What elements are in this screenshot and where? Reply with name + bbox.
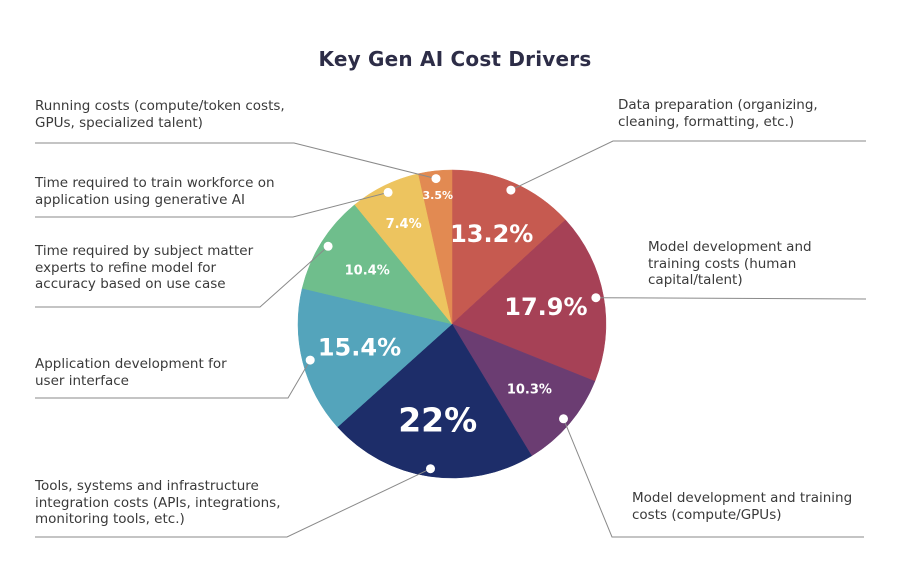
chart-title: Key Gen AI Cost Drivers (318, 47, 592, 71)
leader-dot-2 (559, 414, 568, 424)
pie-slice-4 (297, 287, 453, 428)
slice-value-label-1: 17.9% (504, 293, 587, 321)
leader-line-1 (595, 297, 867, 300)
leader-line-3 (35, 468, 431, 538)
leader-dot-7 (431, 174, 441, 184)
leader-line-0 (510, 140, 866, 191)
pie-slice-5 (301, 204, 453, 325)
slice-value-label-5: 10.4% (345, 263, 390, 278)
slice-value-label-7: 3.5% (423, 189, 454, 202)
pie-slice-2 (451, 323, 596, 457)
pie-slice-0 (451, 169, 566, 325)
callout-model-dev-human: Model development and training costs (hu… (648, 239, 812, 288)
leader-dot-1 (591, 293, 601, 303)
callout-data-preparation: Data preparation (organizing, cleaning, … (618, 97, 818, 130)
leader-dot-4 (305, 355, 315, 365)
leader-line-6 (35, 191, 389, 218)
callout-workforce-training: Time required to train workforce on appl… (35, 175, 275, 208)
leader-dot-0 (506, 185, 516, 195)
callout-running-costs: Running costs (compute/token costs, GPUs… (35, 98, 285, 131)
pie-slice-1 (451, 219, 607, 382)
pie-slice-3 (337, 323, 532, 479)
leader-dot-6 (383, 187, 393, 197)
callout-tools-infrastructure: Tools, systems and infrastructure integr… (35, 478, 281, 527)
leader-line-5 (35, 245, 329, 308)
leader-dot-3 (426, 464, 435, 474)
slice-value-label-2: 10.3% (507, 382, 552, 397)
slice-value-label-4: 15.4% (318, 334, 401, 362)
leader-line-2 (563, 418, 864, 538)
callout-application-dev: Application development for user interfa… (35, 356, 227, 389)
slice-value-label-0: 13.2% (450, 220, 533, 248)
slice-value-label-6: 7.4% (386, 217, 422, 232)
leader-line-7 (35, 142, 437, 180)
leader-dot-5 (323, 241, 333, 251)
callout-model-dev-compute: Model development and training costs (co… (632, 490, 853, 523)
slice-value-label-3: 22% (398, 401, 477, 440)
callout-sme-refinement-time: Time required by subject matter experts … (35, 243, 254, 292)
leader-line-4 (35, 359, 311, 399)
